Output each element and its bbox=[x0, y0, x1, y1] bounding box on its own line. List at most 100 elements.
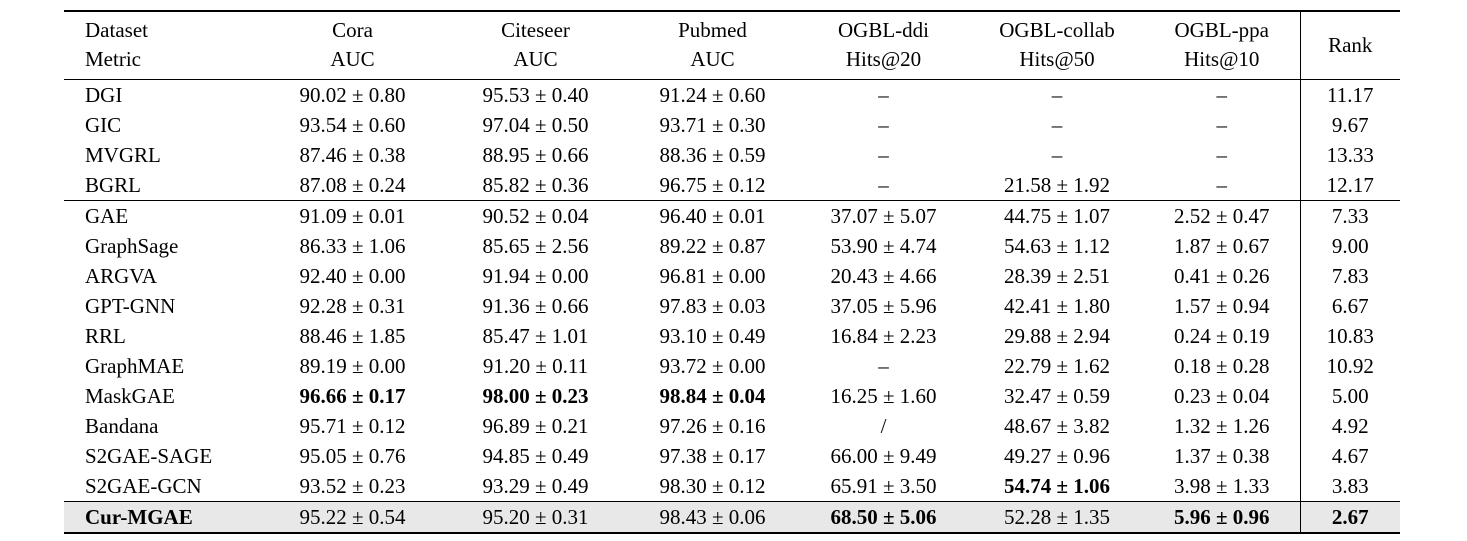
metric-cell: 89.22 ± 0.87 bbox=[659, 233, 766, 258]
metric-cell: 97.04 ± 0.50 bbox=[482, 112, 589, 137]
metric-cell: 49.27 ± 0.96 bbox=[1003, 443, 1111, 468]
table-row: GPT-GNN 92.28 ± 0.31 91.36 ± 0.66 97.83 … bbox=[64, 290, 1400, 321]
header-col-ogbl-ppa-dataset: OGBL-ppa bbox=[1174, 18, 1269, 43]
method-name: ARGVA bbox=[85, 263, 157, 288]
metric-cell: 65.91 ± 3.50 bbox=[830, 473, 937, 498]
metric-cell: 0.18 ± 0.28 bbox=[1173, 353, 1270, 378]
metric-cell: 54.74 ± 1.06 bbox=[1003, 473, 1111, 498]
header-col-ogbl-collab: OGBL-collab Hits@50 bbox=[970, 11, 1144, 80]
metric-cell: 0.41 ± 0.26 bbox=[1173, 263, 1270, 288]
metric-cell: 32.47 ± 0.59 bbox=[1003, 383, 1111, 408]
metric-cell: – bbox=[1216, 172, 1228, 197]
metric-cell: – bbox=[878, 112, 889, 137]
header-col-cora: Cora AUC bbox=[262, 11, 443, 80]
table-row: Bandana 95.71 ± 0.12 96.89 ± 0.21 97.26 … bbox=[64, 410, 1400, 441]
metric-cell: 28.39 ± 2.51 bbox=[1003, 263, 1111, 288]
header-col-cora-metric: AUC bbox=[330, 47, 375, 72]
metric-cell: 37.05 ± 5.96 bbox=[830, 293, 937, 318]
header-metric-label: Metric bbox=[85, 47, 141, 72]
metric-cell: 98.43 ± 0.06 bbox=[628, 500, 797, 533]
metric-cell: 95.22 ± 0.54 bbox=[262, 500, 443, 533]
metric-cell: 22.79 ± 1.62 bbox=[1003, 353, 1111, 378]
table-row: GAE 91.09 ± 0.01 90.52 ± 0.04 96.40 ± 0.… bbox=[64, 199, 1400, 231]
metric-cell: 90.52 ± 0.04 bbox=[443, 199, 628, 231]
metric-cell: 93.54 ± 0.60 bbox=[299, 112, 406, 137]
metric-cell: 16.84 ± 2.23 bbox=[830, 323, 937, 348]
metric-cell: – bbox=[1216, 112, 1228, 137]
metric-cell: 54.63 ± 1.12 bbox=[1003, 233, 1111, 258]
header-dataset-metric: Dataset Metric bbox=[64, 11, 262, 80]
metric-cell: – bbox=[878, 142, 889, 167]
method-name: BGRL bbox=[85, 172, 142, 197]
table-row: RRL 88.46 ± 1.85 85.47 ± 1.01 93.10 ± 0.… bbox=[64, 320, 1400, 351]
metric-cell: 52.28 ± 1.35 bbox=[970, 500, 1144, 533]
header-row: Dataset Metric Cora AUC Citeseer AUC Pub… bbox=[64, 11, 1400, 80]
header-col-ogbl-ddi-metric: Hits@20 bbox=[845, 47, 922, 72]
table-header: Dataset Metric Cora AUC Citeseer AUC Pub… bbox=[64, 11, 1400, 80]
metric-cell: 91.36 ± 0.66 bbox=[482, 293, 589, 318]
metric-cell: 97.38 ± 0.17 bbox=[659, 443, 766, 468]
metric-cell: 89.19 ± 0.00 bbox=[299, 353, 406, 378]
metric-cell: 29.88 ± 2.94 bbox=[1003, 323, 1111, 348]
header-col-ogbl-collab-dataset: OGBL-collab bbox=[999, 18, 1115, 43]
metric-cell: 16.25 ± 1.60 bbox=[830, 383, 937, 408]
rank-value: 5.00 bbox=[1299, 380, 1400, 411]
metric-cell: 0.23 ± 0.04 bbox=[1173, 383, 1270, 408]
metric-cell: 93.72 ± 0.00 bbox=[659, 353, 766, 378]
metric-cell: 66.00 ± 9.49 bbox=[830, 443, 937, 468]
metric-cell: 96.40 ± 0.01 bbox=[628, 199, 797, 231]
metric-cell: 86.33 ± 1.06 bbox=[299, 233, 406, 258]
metric-cell: 98.30 ± 0.12 bbox=[659, 473, 766, 498]
rank-value: 4.67 bbox=[1299, 440, 1400, 471]
rank-value: 11.17 bbox=[1299, 79, 1400, 110]
header-col-pubmed-metric: AUC bbox=[690, 47, 735, 72]
metric-cell: – bbox=[1051, 112, 1063, 137]
metric-cell: 21.58 ± 1.92 bbox=[1003, 172, 1111, 197]
results-table-wrapper: Dataset Metric Cora AUC Citeseer AUC Pub… bbox=[64, 10, 1400, 534]
header-col-ogbl-ddi-dataset: OGBL-ddi bbox=[838, 18, 929, 43]
rank-value: 9.67 bbox=[1299, 109, 1400, 140]
results-table: Dataset Metric Cora AUC Citeseer AUC Pub… bbox=[64, 10, 1400, 534]
metric-cell: 95.05 ± 0.76 bbox=[299, 443, 406, 468]
metric-cell: – bbox=[1051, 82, 1063, 107]
rank-value: 10.92 bbox=[1299, 350, 1400, 381]
metric-cell: – bbox=[1216, 82, 1228, 107]
header-col-ogbl-ppa: OGBL-ppa Hits@10 bbox=[1144, 11, 1300, 80]
header-col-ogbl-collab-metric: Hits@50 bbox=[1019, 47, 1095, 72]
method-name: RRL bbox=[85, 323, 126, 348]
method-name: MVGRL bbox=[85, 142, 161, 167]
metric-cell: 94.85 ± 0.49 bbox=[482, 443, 589, 468]
table-row: MVGRL 87.46 ± 0.38 88.95 ± 0.66 88.36 ± … bbox=[64, 139, 1400, 170]
method-name: GraphMAE bbox=[85, 353, 185, 378]
rank-value: 12.17 bbox=[1299, 169, 1400, 200]
metric-cell: 5.96 ± 0.96 bbox=[1144, 500, 1300, 533]
rank-value: 13.33 bbox=[1299, 139, 1400, 170]
metric-cell: 91.20 ± 0.11 bbox=[482, 353, 589, 378]
metric-cell: 95.53 ± 0.40 bbox=[482, 82, 589, 107]
header-col-rank: Rank bbox=[1299, 11, 1400, 80]
metric-cell: 88.46 ± 1.85 bbox=[299, 323, 406, 348]
metric-cell: 53.90 ± 4.74 bbox=[830, 233, 937, 258]
method-name: GIC bbox=[85, 112, 122, 137]
metric-cell: 87.46 ± 0.38 bbox=[299, 142, 406, 167]
metric-cell: 96.75 ± 0.12 bbox=[659, 172, 766, 197]
table-body: DGI 90.02 ± 0.80 95.53 ± 0.40 91.24 ± 0.… bbox=[64, 79, 1400, 533]
rank-value: 7.33 bbox=[1299, 199, 1400, 231]
metric-cell: 97.83 ± 0.03 bbox=[659, 293, 766, 318]
metric-cell: 42.41 ± 1.80 bbox=[1003, 293, 1111, 318]
header-col-pubmed: Pubmed AUC bbox=[628, 11, 797, 80]
metric-cell: 91.94 ± 0.00 bbox=[482, 263, 589, 288]
metric-cell: 93.10 ± 0.49 bbox=[659, 323, 766, 348]
table-row: Cur-MGAE 95.22 ± 0.54 95.20 ± 0.31 98.43… bbox=[64, 500, 1400, 533]
metric-cell: 97.26 ± 0.16 bbox=[659, 413, 766, 438]
metric-cell: 91.09 ± 0.01 bbox=[262, 199, 443, 231]
metric-cell: 98.84 ± 0.04 bbox=[659, 383, 766, 408]
metric-cell: 1.32 ± 1.26 bbox=[1173, 413, 1270, 438]
metric-cell: 44.75 ± 1.07 bbox=[970, 199, 1144, 231]
method-name: Cur-MGAE bbox=[64, 500, 262, 533]
metric-cell: – bbox=[878, 82, 889, 107]
metric-cell: – bbox=[1051, 142, 1063, 167]
header-col-citeseer-metric: AUC bbox=[513, 47, 558, 72]
metric-cell: – bbox=[1216, 142, 1228, 167]
metric-cell: 1.87 ± 0.67 bbox=[1173, 233, 1270, 258]
